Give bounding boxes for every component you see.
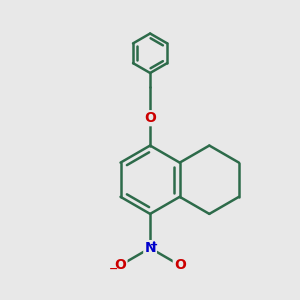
Text: +: + (150, 240, 158, 250)
Text: O: O (174, 258, 186, 272)
Text: N: N (144, 241, 156, 255)
Text: O: O (144, 111, 156, 125)
Text: O: O (115, 258, 127, 272)
Text: −: − (109, 264, 119, 274)
